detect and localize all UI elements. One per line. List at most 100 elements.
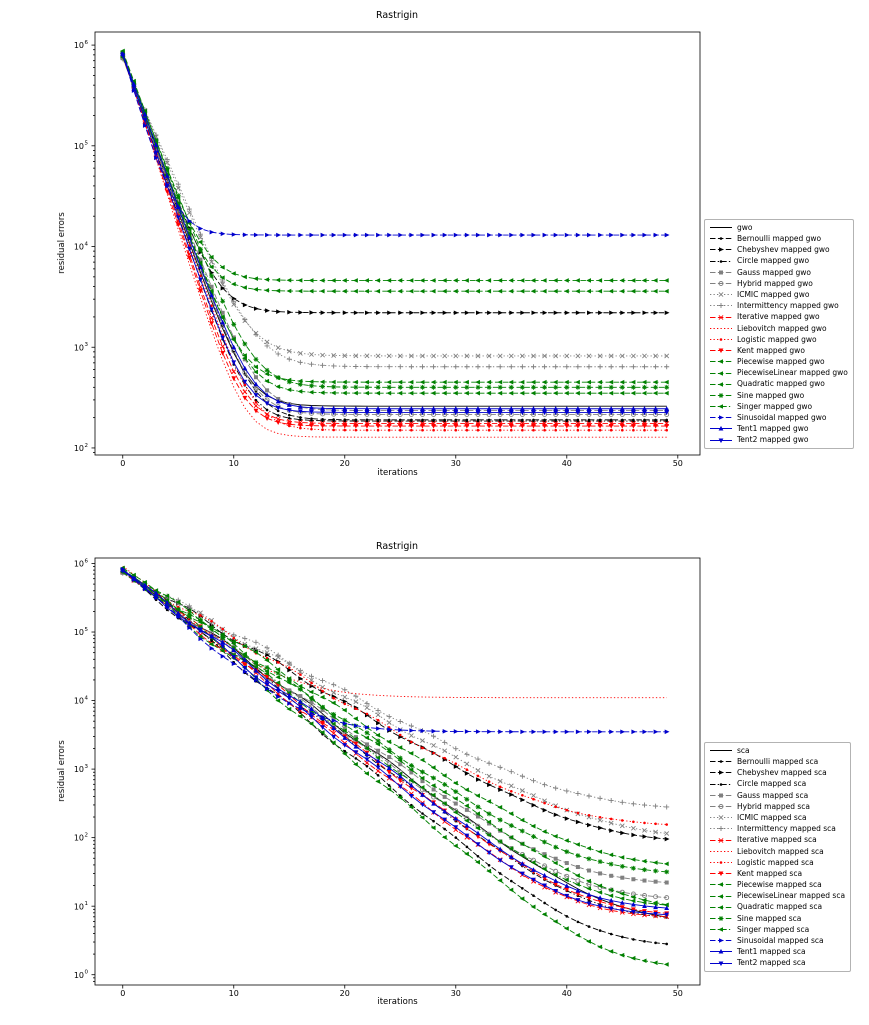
legend-label: Singer mapped sca — [737, 924, 810, 934]
legend-line-sample — [709, 869, 733, 879]
gwo-chart: Rastrigin residual errors iterations gwo… — [0, 0, 869, 505]
legend-line-sample — [709, 290, 733, 300]
legend-label: PiecewiseLinear mapped gwo — [737, 368, 848, 378]
legend-item: Tent1 mapped gwo — [709, 423, 848, 434]
legend-line-sample — [709, 891, 733, 901]
legend-label: Quadratic mapped sca — [737, 902, 823, 912]
legend-label: Bernoulli mapped gwo — [737, 234, 822, 244]
x-axis-label: iterations — [377, 997, 418, 1007]
legend-item: Hybrid mapped sca — [709, 801, 845, 812]
legend-line-sample — [709, 279, 733, 289]
x-axis-label: iterations — [377, 468, 418, 478]
legend-line-sample — [709, 790, 733, 800]
legend-label: Logistic mapped sca — [737, 857, 814, 867]
legend-line-sample — [709, 323, 733, 333]
legend-label: Kent mapped gwo — [737, 345, 805, 355]
legend-label: Logistic mapped gwo — [737, 334, 817, 344]
legend-item: Circle mapped sca — [709, 779, 845, 790]
legend-label: gwo — [737, 222, 753, 232]
legend-item: Sinusoidal mapped sca — [709, 935, 845, 946]
legend: gwo Bernoulli mapped gwo Chebyshev mapped … — [704, 219, 854, 449]
legend-line-sample — [709, 334, 733, 344]
legend-item: PiecewiseLinear mapped gwo — [709, 367, 848, 378]
legend-item: Chebyshev mapped sca — [709, 767, 845, 778]
legend-line-sample — [709, 958, 733, 968]
legend-label: Tent2 mapped sca — [737, 958, 806, 968]
legend-item: Gauss mapped sca — [709, 790, 845, 801]
legend-line-sample — [709, 846, 733, 856]
legend-item: sca — [709, 745, 845, 756]
legend-label: sca — [737, 745, 750, 755]
legend-line-sample — [709, 413, 733, 423]
legend-line-sample — [709, 402, 733, 412]
legend-label: Tent1 mapped gwo — [737, 424, 809, 434]
legend-line-sample — [709, 223, 733, 233]
legend-label: Chebyshev mapped gwo — [737, 245, 830, 255]
legend-label: Piecewise mapped sca — [737, 880, 822, 890]
legend-item: ICMIC mapped sca — [709, 812, 845, 823]
legend-label: Chebyshev mapped sca — [737, 768, 827, 778]
legend-item: Sinusoidal mapped gwo — [709, 412, 848, 423]
legend-label: Tent2 mapped gwo — [737, 435, 809, 445]
legend-label: PiecewiseLinear mapped sca — [737, 891, 846, 901]
legend-label: Intermittency mapped gwo — [737, 301, 839, 311]
legend-item: Intermittency mapped sca — [709, 823, 845, 834]
legend-line-sample — [709, 824, 733, 834]
legend-line-sample — [709, 925, 733, 935]
legend-label: ICMIC mapped gwo — [737, 289, 810, 299]
legend-label: Liebovitch mapped sca — [737, 846, 824, 856]
legend-line-sample — [709, 913, 733, 923]
legend-item: ICMIC mapped gwo — [709, 289, 848, 300]
legend-item: Tent1 mapped sca — [709, 946, 845, 957]
legend-line-sample — [709, 813, 733, 823]
legend-line-sample — [709, 245, 733, 255]
legend-item: Quadratic mapped sca — [709, 902, 845, 913]
legend-label: Gauss mapped sca — [737, 790, 809, 800]
legend-label: Tent1 mapped sca — [737, 947, 806, 957]
chart-title: Rastrigin — [375, 10, 419, 21]
legend-item: Logistic mapped gwo — [709, 334, 848, 345]
legend-line-sample — [709, 234, 733, 244]
legend-item: Liebovitch mapped sca — [709, 846, 845, 857]
legend-label: Iterative mapped gwo — [737, 312, 820, 322]
legend-line-sample — [709, 947, 733, 957]
legend-label: Circle mapped gwo — [737, 256, 810, 266]
legend-item: Logistic mapped sca — [709, 857, 845, 868]
legend-line-sample — [709, 902, 733, 912]
legend-item: Piecewise mapped sca — [709, 879, 845, 890]
legend-item: Intermittency mapped gwo — [709, 300, 848, 311]
legend-line-sample — [709, 746, 733, 756]
legend-label: Sine mapped sca — [737, 913, 802, 923]
legend-line-sample — [709, 835, 733, 845]
legend-line-sample — [709, 357, 733, 367]
legend-label: Hybrid mapped gwo — [737, 278, 813, 288]
y-axis-label: residual errors — [57, 212, 67, 274]
legend-line-sample — [709, 368, 733, 378]
legend-line-sample — [709, 301, 733, 311]
chart-title: Rastrigin — [375, 541, 419, 552]
legend-item: Kent mapped sca — [709, 868, 845, 879]
legend-label: Circle mapped sca — [737, 779, 807, 789]
legend-item: Piecewise mapped gwo — [709, 356, 848, 367]
legend-label: Gauss mapped gwo — [737, 267, 812, 277]
legend-item: Sine mapped sca — [709, 913, 845, 924]
legend-label: Iterative mapped sca — [737, 835, 817, 845]
legend-line-sample — [709, 435, 733, 445]
legend-line-sample — [709, 768, 733, 778]
legend-item: Gauss mapped gwo — [709, 267, 848, 278]
legend-item: Tent2 mapped sca — [709, 958, 845, 969]
legend-label: Sine mapped gwo — [737, 390, 805, 400]
legend-line-sample — [709, 390, 733, 400]
legend-label: Kent mapped sca — [737, 868, 803, 878]
legend-label: Liebovitch mapped gwo — [737, 323, 827, 333]
legend-item: Kent mapped gwo — [709, 345, 848, 356]
legend-line-sample — [709, 880, 733, 890]
sca-chart: Rastrigin residual errors iterations sca… — [0, 505, 869, 1025]
legend-line-sample — [709, 256, 733, 266]
legend-line-sample — [709, 379, 733, 389]
legend-item: Bernoulli mapped sca — [709, 756, 845, 767]
legend-item: Liebovitch mapped gwo — [709, 323, 848, 334]
legend-item: Quadratic mapped gwo — [709, 379, 848, 390]
legend-line-sample — [709, 857, 733, 867]
legend: sca Bernoulli mapped sca Chebyshev mapped … — [704, 742, 852, 972]
